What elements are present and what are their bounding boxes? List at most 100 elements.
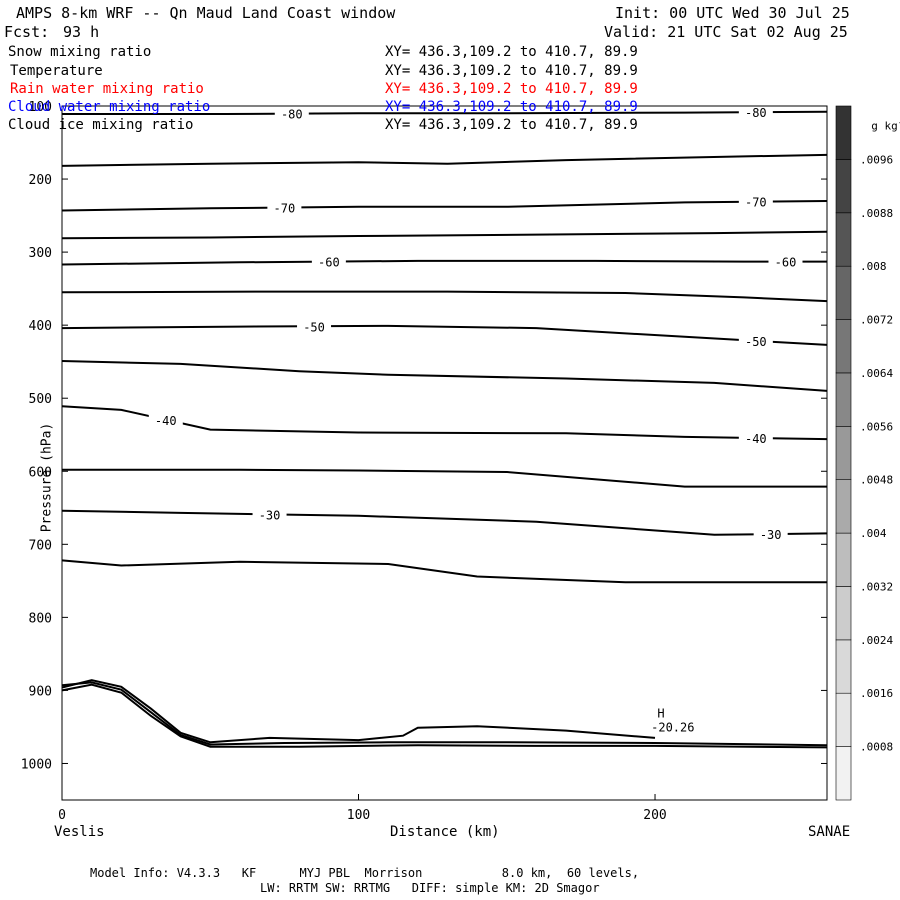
forecast-label: Fcst: [4, 23, 50, 41]
legend-temperature-xy: XY= 436.3,109.2 to 410.7, 89.9 [385, 63, 638, 79]
y-tick-label: 300 [29, 246, 52, 261]
colorbar-swatch [835, 586, 852, 641]
contour-line [61, 360, 828, 392]
contour-label: -40 [745, 432, 767, 446]
contour-line [62, 110, 828, 115]
legend-temperature-label: Temperature [10, 63, 103, 79]
y-tick-label: 600 [29, 465, 52, 480]
colorbar-tick-label: .008 [860, 260, 887, 273]
legend-cloud-ice-xy: XY= 436.3,109.2 to 410.7, 89.9 [385, 117, 638, 133]
colorbar-unit: g kg-1 [858, 99, 900, 135]
contour-line [61, 290, 828, 303]
y-tick-label: 1000 [21, 757, 52, 772]
colorbar-tick-label: .0048 [860, 474, 893, 487]
x-tick-label: 100 [347, 808, 370, 823]
left-station-label: Veslis [54, 824, 105, 840]
colorbar-swatch [835, 532, 852, 587]
x-axis-label: Distance (km) [390, 824, 500, 840]
legend-rain-label: Rain water mixing ratio [10, 81, 204, 97]
contour-label-bg [753, 526, 788, 542]
colorbar-swatch [835, 639, 852, 694]
colorbar-swatch [835, 212, 852, 267]
contour-line [62, 468, 827, 488]
x-tick-label: 200 [643, 808, 666, 823]
colorbar-tick-label: .0072 [860, 314, 893, 327]
contour-label: -80 [745, 106, 767, 120]
colorbar-swatch [835, 692, 852, 747]
colorbar-tick-label: .0096 [860, 153, 893, 166]
legend-snow-label: Snow mixing ratio [8, 44, 152, 60]
y-tick-label: 400 [29, 319, 52, 334]
contour-line [61, 259, 827, 266]
colorbar-swatch [835, 479, 852, 534]
y-tick-label: 700 [29, 538, 52, 553]
contour-label-bg [768, 253, 803, 269]
contour-label-bg [311, 253, 346, 269]
y-axis-label: Pressure (hPa) [39, 422, 55, 533]
colorbar-tick-label: .004 [860, 527, 887, 540]
init-time: Init: 00 UTC Wed 30 Jul 25 [615, 4, 850, 22]
colorbar-swatch [835, 319, 852, 374]
chart-title: AMPS 8-km WRF -- Qn Maud Land Coast wind… [16, 4, 396, 22]
contour-label-bg [148, 411, 183, 427]
contour-line [61, 153, 828, 167]
colorbar-tick-label: .0024 [860, 634, 893, 647]
colorbar-swatch [835, 425, 852, 480]
legend-snow-xy: XY= 436.3,109.2 to 410.7, 89.9 [385, 44, 638, 60]
legend-cloud-water-xy: XY= 436.3,109.2 to 410.7, 89.9 [385, 99, 638, 115]
colorbar-unit-exponent: -1 [898, 118, 900, 127]
colorbar-swatch [835, 265, 852, 320]
contour-label: -60 [775, 256, 797, 270]
footer-line-1: Model Info: V4.3.3 KF MYJ PBL Morrison 8… [90, 866, 640, 880]
colorbar-swatch [835, 372, 852, 427]
contour-label: -70 [745, 196, 767, 210]
contour-label: -50 [303, 320, 325, 334]
contour-line [61, 559, 827, 584]
contour-label: -50 [745, 335, 767, 349]
colorbar-tick-label: .0008 [860, 741, 893, 754]
contour-label-bg [274, 105, 309, 121]
y-tick-label: 500 [29, 392, 52, 407]
contour-label: -40 [155, 414, 177, 428]
legend-rain-xy: XY= 436.3,109.2 to 410.7, 89.9 [385, 81, 638, 97]
valid-time: Valid: 21 UTC Sat 02 Aug 25 [604, 23, 848, 41]
contour-label: -80 [281, 108, 303, 122]
y-tick-label: 800 [29, 611, 52, 626]
y-tick-label: 200 [29, 173, 52, 188]
colorbar-tick-label: .0088 [860, 207, 893, 220]
contour-label-bg [267, 199, 302, 215]
terrain-line [61, 683, 828, 749]
contour-line [61, 324, 828, 346]
contour-label: -60 [318, 256, 340, 270]
terrain-line [61, 679, 656, 744]
contour-label: -30 [760, 528, 782, 542]
contour-line [61, 230, 828, 240]
legend-cloud-ice-label: Cloud ice mixing ratio [8, 117, 194, 133]
terrain-line [61, 681, 828, 747]
contour-label-bg [252, 506, 287, 522]
legend-cloud-water-label: Cloud water mixing ratio [8, 99, 211, 115]
colorbar-tick-label: .0016 [860, 687, 893, 700]
x-tick-label: 0 [58, 808, 66, 823]
contour-label-bg [738, 332, 773, 348]
colorbar-swatch [835, 105, 852, 160]
y-tick-label: 100 [29, 100, 52, 115]
contour-line [61, 405, 828, 441]
annotation-label: H [657, 706, 664, 720]
colorbar-unit-text: g kg [871, 119, 898, 133]
contour-label-bg [738, 193, 773, 209]
colorbar-swatch [835, 746, 852, 801]
right-station-label: SANAE [808, 824, 851, 840]
plot-frame [61, 105, 828, 801]
colorbar-tick-label: .0064 [860, 367, 893, 380]
footer-line-2: LW: RRTM SW: RRTMG DIFF: simple KM: 2D S… [260, 881, 600, 895]
contour-label-bg [297, 318, 332, 334]
contour-label: -30 [259, 508, 281, 522]
annotation-label: -20.26 [651, 720, 694, 734]
contour-line [61, 200, 828, 212]
colorbar-tick-label: .0032 [860, 581, 893, 594]
contour-label-bg [738, 430, 773, 446]
y-tick-label: 900 [29, 684, 52, 699]
contour-label-bg [738, 104, 773, 120]
